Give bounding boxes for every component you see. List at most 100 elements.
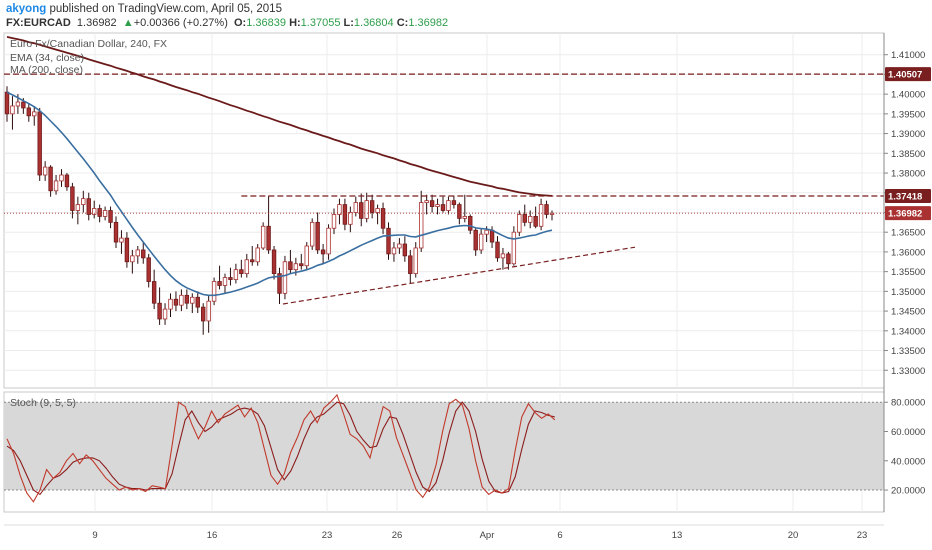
candle [369, 194, 375, 219]
candle [53, 175, 59, 195]
candle [266, 195, 271, 254]
candle-body-down [522, 214, 527, 223]
candle-body-down [288, 261, 293, 271]
candle [59, 169, 64, 187]
candle-body-up [348, 212, 353, 225]
candle-body-down [86, 198, 91, 215]
candle [386, 222, 391, 260]
y-tick-label: 1.36000 [891, 247, 925, 258]
candle-body-up [162, 308, 168, 320]
candle-body-down [495, 241, 500, 259]
candle [364, 192, 369, 223]
x-tick-label: 9 [92, 530, 97, 541]
candle [413, 242, 418, 278]
candle [217, 265, 222, 290]
candle [435, 198, 440, 215]
candle [320, 244, 326, 264]
candle-body-up [190, 296, 195, 304]
candle [337, 198, 342, 225]
candle-body-up [397, 243, 402, 249]
y-tick-label: 1.33500 [891, 346, 925, 357]
y-tick-label: 1.36500 [891, 228, 925, 239]
candle-body-up [92, 208, 97, 215]
candle [299, 253, 304, 270]
candle [228, 267, 233, 286]
x-tick-label: Apr [480, 530, 495, 541]
candle [500, 247, 506, 270]
candle-body-down [506, 253, 511, 265]
candle-body-up [446, 200, 451, 211]
candle [195, 291, 200, 314]
candle-body-up [282, 261, 288, 294]
candle-body-down [277, 273, 282, 294]
author-name[interactable]: akyong [6, 3, 47, 15]
candle [173, 291, 179, 312]
candle-body-down [26, 107, 31, 117]
high-label: H: [289, 17, 301, 29]
x-tick-label: 20 [788, 530, 799, 541]
candle-body-up [168, 298, 173, 310]
candle-body-down [4, 91, 10, 115]
x-tick-label: 23 [322, 530, 333, 541]
ohlc-bar: FX:EURCAD 1.36982 ▲+0.00366 (+0.27%) O:1… [6, 17, 448, 29]
candle [157, 287, 162, 325]
candle-body-down [195, 296, 200, 308]
candle [10, 96, 15, 130]
candle [517, 210, 522, 237]
candle-body-down [320, 249, 326, 255]
candle [282, 255, 288, 300]
candle-body-down [299, 263, 304, 267]
candle-body-up [500, 253, 506, 259]
price-badge-label: 1.37418 [888, 191, 922, 202]
x-tick-label: 16 [207, 530, 218, 541]
stoch-legend: Stoch (9, 5, 5) [10, 397, 76, 409]
low-value: 1.36804 [353, 17, 394, 29]
candle [75, 196, 81, 225]
x-tick-label: 6 [557, 530, 562, 541]
candle-body-down [228, 277, 233, 280]
y-tick-label: 1.35000 [891, 287, 925, 298]
candle-body-down [359, 202, 364, 219]
candles-layer [4, 86, 555, 335]
candle [544, 200, 549, 219]
candle [538, 198, 544, 231]
candle-body-up [233, 269, 239, 280]
candle [277, 267, 282, 304]
candle [462, 194, 467, 223]
candle-body-up [255, 247, 260, 263]
x-tick-label: 26 [392, 530, 403, 541]
candle [348, 206, 353, 233]
candle-body-up [484, 229, 489, 235]
candle [184, 289, 190, 310]
candle-body-up [81, 198, 86, 205]
candle-body-down [64, 174, 70, 188]
low-label: L: [343, 17, 354, 29]
candle [162, 303, 168, 325]
candle-body-down [200, 306, 206, 322]
candle [418, 190, 424, 252]
candle-body-up [462, 216, 467, 219]
candle [549, 210, 555, 221]
candle [239, 259, 244, 278]
candle [468, 214, 473, 235]
candle-body-down [408, 255, 413, 275]
candle [326, 224, 331, 260]
candle [211, 277, 217, 306]
stoch-tick-label: 60.0000 [891, 427, 925, 438]
candle [309, 218, 315, 250]
candle-body-up [435, 204, 440, 207]
candle [473, 228, 478, 256]
candle-body-up [538, 204, 544, 227]
candle [408, 249, 413, 284]
candle-body-down [97, 208, 102, 217]
candle-body-up [413, 247, 418, 275]
y-tick-label: 1.41000 [891, 50, 925, 61]
candle-body-up [309, 221, 315, 247]
candle-body-up [528, 216, 533, 223]
ema-legend: EMA (34, close) [10, 52, 84, 64]
candle-body-down [380, 208, 386, 229]
candle [342, 198, 348, 231]
candle [506, 251, 511, 270]
candle-body-up [42, 166, 48, 176]
